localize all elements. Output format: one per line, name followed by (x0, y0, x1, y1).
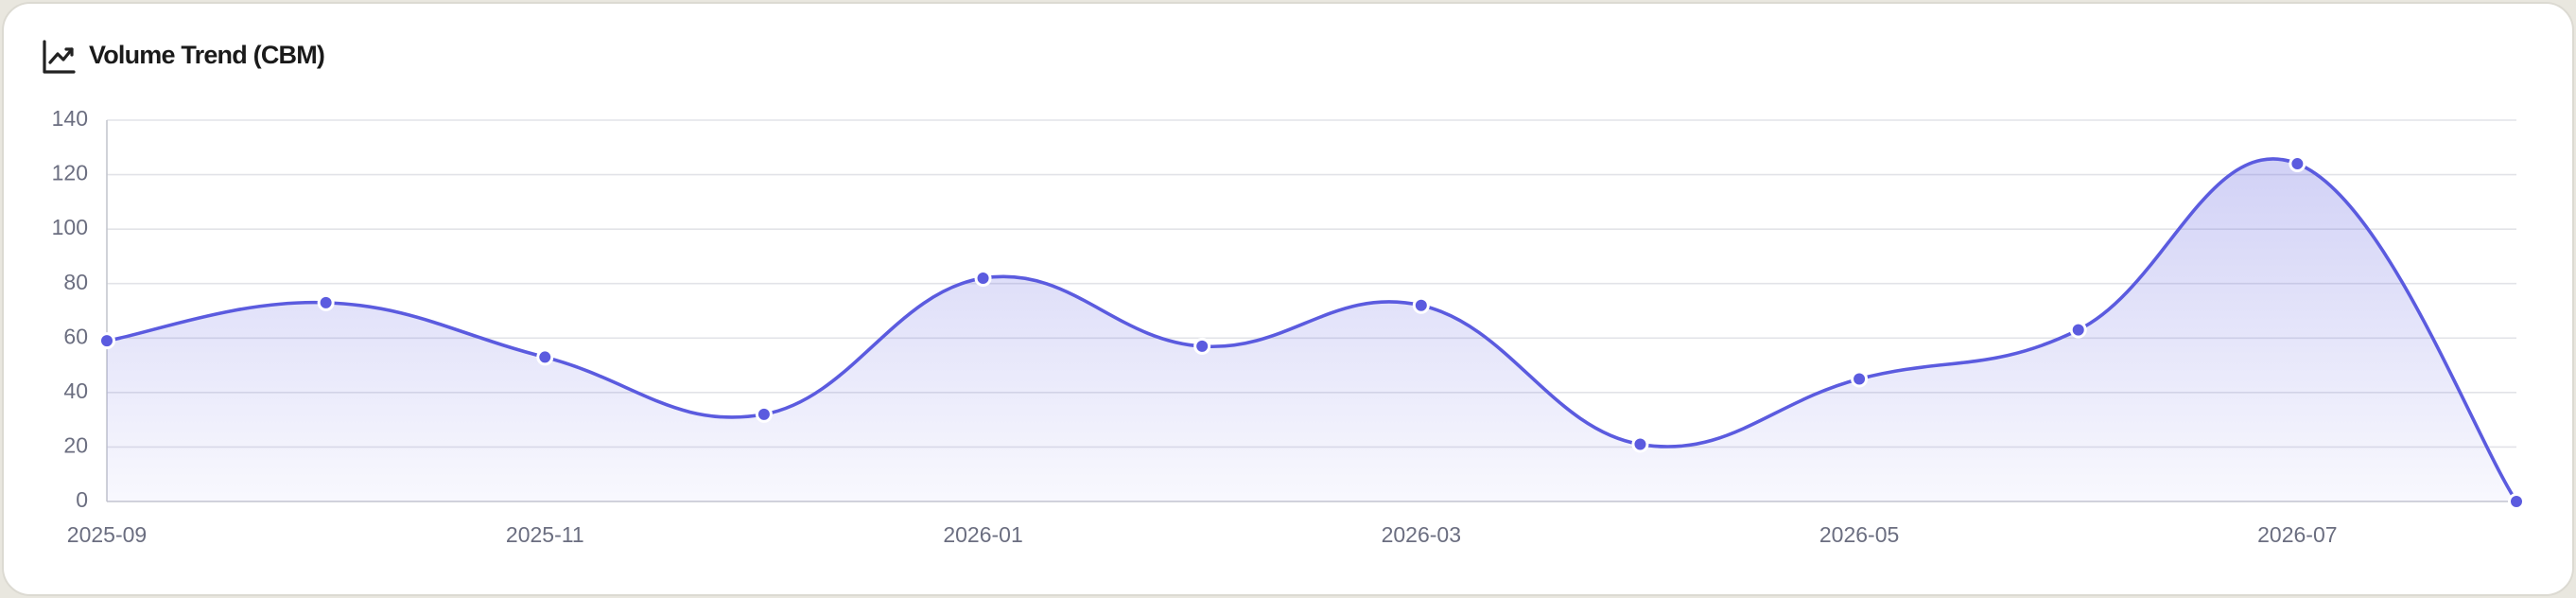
x-tick-label: 2026-05 (1819, 522, 1899, 547)
point (2289, 155, 2306, 173)
y-tick-label: 140 (52, 106, 88, 131)
x-tick-label: 2025-11 (506, 522, 584, 547)
point (98, 332, 115, 350)
point (1631, 435, 1649, 453)
y-tick-label: 100 (52, 215, 88, 239)
point (1412, 296, 1430, 314)
x-tick-label: 2026-07 (2257, 522, 2337, 547)
x-tick-label: 2026-03 (1382, 522, 1461, 547)
point (536, 348, 554, 366)
y-tick-label: 0 (76, 487, 88, 512)
point (1193, 337, 1211, 355)
point (317, 293, 335, 311)
point (2508, 493, 2525, 510)
point (2069, 321, 2087, 339)
x-tick-label: 2026-01 (943, 522, 1022, 547)
trend-icon (43, 40, 76, 74)
area (107, 158, 2516, 501)
x-tick-label: 2025-09 (67, 522, 147, 547)
y-tick-label: 80 (63, 270, 88, 294)
y-tick-label: 40 (63, 378, 88, 403)
point (974, 269, 992, 287)
point (755, 405, 773, 423)
y-tick-label: 20 (63, 433, 88, 458)
y-tick-label: 120 (52, 161, 88, 185)
point (1851, 370, 1869, 388)
chart-title: Volume Trend (CBM) (89, 41, 324, 69)
y-tick-label: 60 (63, 324, 88, 348)
